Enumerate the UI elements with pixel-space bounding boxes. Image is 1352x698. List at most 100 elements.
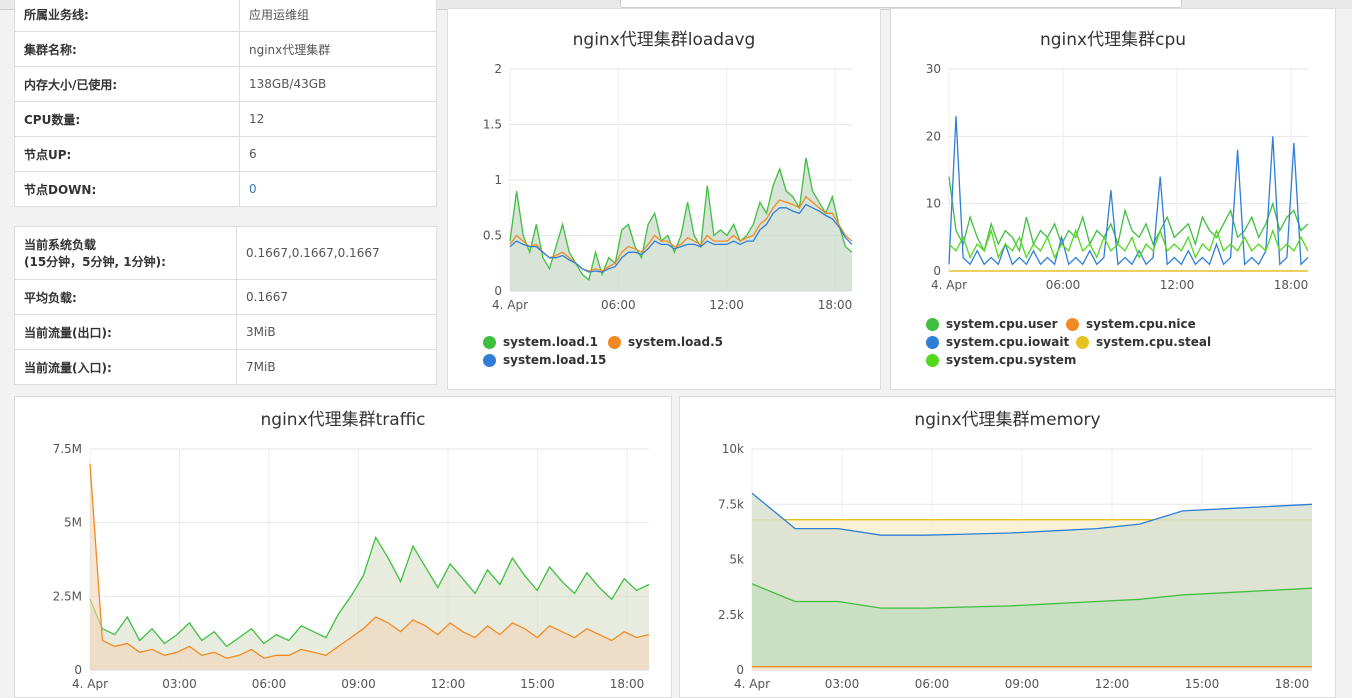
series-line-system.cpu.system [948,228,1309,260]
x-tick-label: 06:00 [252,677,287,691]
y-tick-label: 20 [926,129,941,143]
x-tick-label: 18:00 [610,677,645,691]
y-tick-label: 7.5k [718,497,744,511]
series-area [510,157,852,291]
url-field[interactable] [620,0,1182,8]
row-value: 12 [239,101,437,137]
table-row: 平均负载: 0.1667 [14,279,437,315]
x-tick-label: 09:00 [341,677,376,691]
legend-dot [483,335,496,349]
x-tick-label: 03:00 [162,677,197,691]
x-tick-label: 09:00 [1005,677,1040,691]
loadavg-chart: 0 0.5 1 1.5 2 4. Apr 06:00 12:00 18:00 [483,62,853,312]
legend-dot [926,335,939,349]
legend-dot [926,317,939,331]
series-line-system.cpu.iowait [948,116,1309,266]
table-row: 集群名称: nginx代理集群 [14,31,437,67]
y-tick-label: 2.5M [53,589,82,603]
legend-item[interactable]: system.load.1 [483,335,598,349]
row-label-line2: (15分钟，5分钟, 1分钟): [24,255,166,269]
legend-label: system.cpu.iowait [946,335,1070,349]
y-tick-label: 7.5M [53,442,82,456]
row-label: 当前流量(入口): [14,349,237,385]
row-label-line1: 当前系统负载 [24,238,97,252]
legend-label: system.load.1 [503,335,598,349]
legend-dot [608,335,621,349]
x-tick-label: 18:00 [1275,677,1310,691]
row-value: 7MiB [236,349,437,385]
table-row: 所属业务线: 应用运维组 [14,0,437,32]
row-label: CPU数量: [14,101,240,137]
series-line-buffers [751,583,1313,609]
row-value: 3MiB [236,314,437,350]
row-label: 所属业务线: [14,0,240,32]
series-area [752,666,1312,670]
x-tick-label: 15:00 [1185,677,1220,691]
chart-title: nginx代理集群memory [914,410,1101,430]
traffic-chart: 0 2.5M 5M 7.5M 4. Apr 03:00 06:00 09:00 12:00 15:… [53,442,650,691]
series-line-system.load.15 [509,203,853,273]
table-row: CPU数量: 12 [14,101,437,137]
page-scrollbar[interactable] [1335,9,1352,688]
legend-label: system.cpu.user [946,317,1058,331]
x-tick-label: 12:00 [709,298,744,312]
y-tick-label: 5k [729,553,744,567]
x-tick-label: 06:00 [601,298,636,312]
x-tick-label: 12:00 [1095,677,1130,691]
legend-item[interactable]: system.cpu.iowait [926,335,1069,349]
series-line-system.load.5 [509,195,853,272]
y-tick-label: 5M [64,516,82,530]
legend-label: system.cpu.steal [1096,335,1212,349]
nodes-down-link[interactable]: 0 [239,171,437,207]
x-tick-label: 18:00 [818,298,853,312]
row-value: nginx代理集群 [239,31,437,67]
memory-chart: 0 2.5k 5k 7.5k 10k 4. Apr 03:00 06:00 09:00 12:00… [718,442,1313,691]
chart-title: nginx代理集群traffic [260,410,426,430]
y-tick-label: 10 [926,197,941,211]
x-tick-label: 15:00 [520,677,555,691]
legend-item[interactable]: system.cpu.user [926,317,1058,331]
series-area [90,463,649,670]
series-line-out [89,463,650,659]
row-label: 当前系统负载 (15分钟，5分钟, 1分钟): [14,226,237,280]
y-tick-label: 0 [494,284,502,298]
row-label: 节点DOWN: [14,171,240,207]
table-row: 当前流量(出口): 3MiB [14,314,437,350]
x-tick-label: 18:00 [1274,278,1309,292]
legend-item[interactable]: system.load.5 [608,335,723,349]
legend-dot [926,353,939,367]
row-label: 当前流量(出口): [14,314,237,350]
y-tick-label: 0 [933,264,941,278]
x-tick-label: 03:00 [825,677,860,691]
y-tick-label: 10k [722,442,744,456]
y-tick-label: 2.5k [718,608,744,622]
legend-item[interactable]: system.cpu.steal [1076,335,1211,349]
legend-item[interactable]: system.cpu.system [926,353,1076,367]
y-tick-label: 2 [494,62,502,76]
legend-item[interactable]: system.cpu.nice [1066,317,1196,331]
legend-label: system.load.5 [628,335,723,349]
x-tick-label: 4. Apr [492,298,528,312]
cpu-chart-panel: nginx代理集群cpu 0 10 20 30 4. Apr 06:00 12:00 18:0… [890,8,1336,390]
legend-item[interactable]: system.load.15 [483,353,606,367]
legend-dot [1066,317,1079,331]
table-row: 节点UP: 6 [14,136,437,172]
legend-dot [1076,335,1089,349]
cluster-info-table: 所属业务线: 应用运维组 集群名称: nginx代理集群 内存大小/已使用: 1… [14,0,437,207]
y-tick-label: 1 [494,173,502,187]
series-line-used [751,492,1313,536]
table-row: 当前流量(入口): 7MiB [14,349,437,385]
row-value: 0.1667,0.1667,0.1667 [236,226,437,280]
row-label: 平均负载: [14,279,237,315]
legend-label: system.load.15 [503,353,607,367]
chart-title: nginx代理集群loadavg [572,30,756,50]
chart-title: nginx代理集群cpu [1039,30,1187,50]
row-value: 138GB/43GB [239,66,437,102]
series-line-in [89,535,650,648]
cpu-chart: 0 10 20 30 4. Apr 06:00 12:00 18:00 [926,62,1309,292]
table-row: 当前系统负载 (15分钟，5分钟, 1分钟): 0.1667,0.1667,0.… [14,226,437,280]
load-info-table: 当前系统负载 (15分钟，5分钟, 1分钟): 0.1667,0.1667,0.… [14,226,437,385]
row-label: 集群名称: [14,31,240,67]
row-label: 节点UP: [14,136,240,172]
x-tick-label: 4. Apr [72,677,108,691]
